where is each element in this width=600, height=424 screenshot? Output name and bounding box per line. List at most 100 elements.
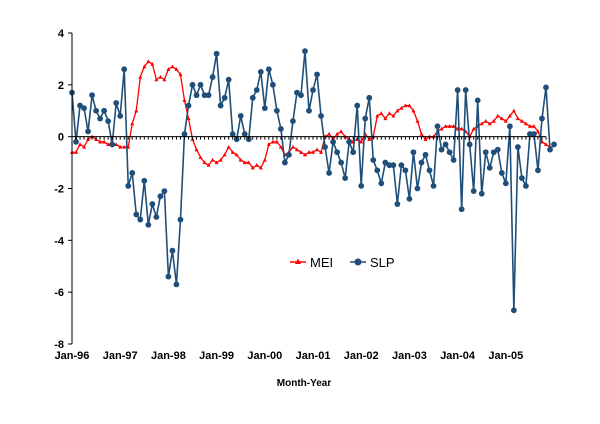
data-point-mei [178, 72, 183, 77]
data-point-slp [338, 159, 345, 166]
data-point-mei [471, 126, 476, 131]
data-point-slp [177, 216, 184, 223]
data-point-mei [78, 142, 83, 147]
data-point-slp [482, 149, 489, 156]
data-point-slp [535, 167, 541, 174]
data-point-slp [85, 128, 91, 135]
data-point-slp [506, 123, 513, 130]
data-point-slp [249, 94, 256, 101]
data-point-slp [527, 131, 533, 137]
data-point-slp [201, 92, 208, 99]
data-point-mei [210, 157, 215, 162]
data-point-slp [237, 113, 244, 119]
data-point-slp [454, 87, 461, 93]
data-point-slp [193, 92, 200, 99]
data-point-slp [354, 102, 361, 109]
x-tick-label: Jan-98 [151, 350, 186, 362]
y-tick-label: -8 [54, 339, 64, 351]
data-point-mei [523, 121, 528, 126]
data-point-mei [98, 139, 103, 144]
data-point-mei [102, 139, 107, 144]
data-point-slp [414, 185, 421, 192]
data-point-slp [358, 183, 365, 189]
data-point-slp [161, 188, 168, 194]
data-point-mei [82, 144, 87, 149]
data-point-mei [511, 108, 516, 113]
x-axis-title: Month-Year [277, 378, 332, 389]
x-tick-label: Jan-00 [247, 350, 282, 362]
data-point-mei [130, 121, 135, 126]
data-point-mei [387, 111, 392, 115]
data-point-mei [226, 144, 231, 149]
data-point-slp [257, 68, 264, 75]
data-point-slp [462, 87, 469, 93]
data-point-mei [250, 165, 255, 170]
data-point-slp [426, 167, 433, 174]
data-point-mei [302, 152, 307, 157]
data-point-slp [398, 162, 405, 169]
data-point-slp [133, 211, 140, 218]
data-point-slp [306, 107, 312, 114]
data-point-slp [334, 149, 341, 156]
data-point-mei [335, 131, 340, 136]
data-point-mei [198, 155, 203, 159]
data-point-slp [169, 247, 176, 254]
data-point-slp [125, 183, 132, 189]
data-point-slp [531, 131, 537, 137]
data-point-slp [145, 221, 152, 228]
data-point-slp [113, 100, 120, 106]
data-point-slp [362, 115, 369, 122]
x-tick-label: Jan-04 [440, 350, 476, 362]
data-point-slp [310, 87, 316, 93]
data-point-mei [162, 77, 167, 82]
data-point-mei [311, 150, 316, 154]
data-point-slp [209, 74, 216, 80]
data-point-mei [170, 64, 175, 69]
data-point-mei [403, 103, 408, 108]
data-point-slp [149, 201, 156, 207]
data-point-mei [515, 116, 520, 121]
data-point-slp [547, 146, 553, 153]
data-point-slp [450, 157, 457, 163]
data-point-slp [286, 151, 292, 158]
data-point-slp [434, 123, 441, 130]
data-point-mei [150, 61, 155, 66]
y-tick-label: 0 [58, 132, 64, 144]
y-tick-label: 4 [58, 28, 65, 40]
x-tick-label: Jan-03 [392, 350, 427, 362]
data-point-slp [189, 81, 196, 88]
data-point-mei [234, 152, 239, 157]
data-point-slp [225, 76, 232, 83]
data-point-mei [447, 124, 452, 128]
data-point-slp [93, 107, 100, 114]
data-point-mei [186, 116, 191, 121]
data-point-slp [81, 105, 87, 112]
data-point-slp [430, 183, 437, 189]
data-point-slp [551, 141, 557, 148]
data-point-mei [230, 150, 235, 154]
data-point-mei [535, 129, 540, 134]
data-point-slp [205, 92, 212, 99]
data-point-slp [406, 195, 413, 202]
x-tick-label: Jan-96 [55, 350, 90, 362]
data-point-slp [514, 144, 521, 150]
data-point-slp [153, 214, 160, 220]
data-point-mei [415, 118, 420, 123]
data-point-slp [442, 141, 449, 148]
series-slp [69, 48, 557, 314]
data-point-slp [370, 157, 377, 163]
data-point-mei [266, 142, 271, 147]
data-point-mei [411, 108, 416, 113]
data-point-mei [315, 147, 320, 152]
data-point-mei [391, 113, 396, 118]
data-point-mei [166, 67, 171, 71]
legend: MEI SLP [290, 255, 395, 270]
x-tick-label: Jan-01 [296, 350, 331, 362]
data-point-mei [270, 139, 275, 144]
data-point-mei [407, 103, 412, 108]
data-point-slp [402, 167, 409, 174]
data-point-slp [302, 48, 308, 55]
data-point-slp [486, 164, 493, 171]
